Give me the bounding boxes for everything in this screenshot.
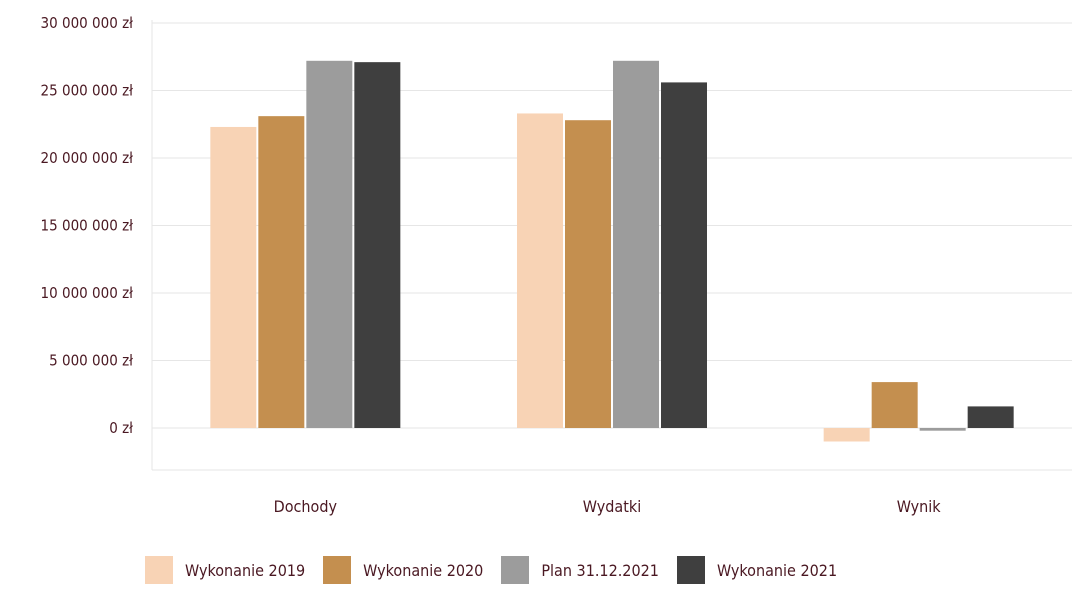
y-tick-label: 0 zł: [109, 419, 133, 437]
x-tick-label: Wynik: [897, 497, 942, 516]
bar-2-3: [613, 61, 659, 428]
legend-swatch: [323, 556, 351, 584]
legend-swatch: [145, 556, 173, 584]
legend-label: Plan 31.12.2021: [541, 561, 659, 580]
bar-2-2: [565, 120, 611, 428]
x-tick-label: Dochody: [274, 497, 338, 516]
bar-2-1: [517, 113, 563, 428]
legend-label: Wykonanie 2021: [717, 561, 837, 580]
bar-3-2: [872, 382, 918, 428]
bar-1-4: [354, 62, 400, 428]
bar-3-3: [920, 428, 966, 431]
bar-3-1: [824, 428, 870, 442]
legend-swatch: [501, 556, 529, 584]
legend-label: Wykonanie 2019: [185, 561, 305, 580]
y-tick-label: 30 000 000 zł: [41, 14, 134, 32]
legend-item: Wykonanie 2019: [145, 556, 305, 584]
legend-item: Wykonanie 2021: [677, 556, 837, 584]
legend-swatch: [677, 556, 705, 584]
legend-item: Wykonanie 2020: [323, 556, 483, 584]
y-tick-label: 15 000 000 zł: [41, 217, 134, 235]
y-tick-label: 25 000 000 zł: [41, 82, 134, 100]
bar-1-1: [210, 127, 256, 428]
bar-1-2: [258, 116, 304, 428]
bar-3-4: [968, 406, 1014, 428]
bar-1-3: [306, 61, 352, 428]
legend-item: Plan 31.12.2021: [501, 556, 659, 584]
y-tick-label: 20 000 000 zł: [41, 149, 134, 167]
y-tick-label: 10 000 000 zł: [41, 284, 134, 302]
y-tick-label: 5 000 000 zł: [49, 352, 133, 370]
legend-label: Wykonanie 2020: [363, 561, 483, 580]
chart-legend: Wykonanie 2019 Wykonanie 2020 Plan 31.12.2…: [145, 556, 855, 584]
x-tick-label: Wydatki: [583, 497, 641, 516]
bar-2-4: [661, 82, 707, 428]
